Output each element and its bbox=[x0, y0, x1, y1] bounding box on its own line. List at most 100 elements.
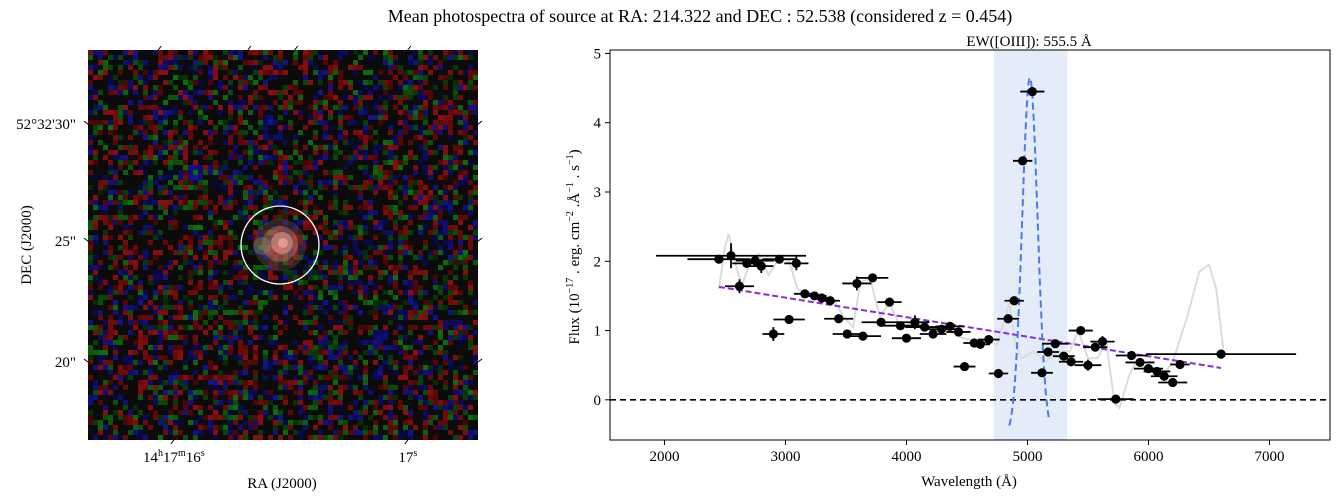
noise-pixel bbox=[143, 370, 148, 375]
noise-pixel bbox=[428, 55, 433, 60]
noise-pixel bbox=[233, 200, 238, 205]
noise-pixel bbox=[373, 220, 378, 225]
noise-pixel bbox=[278, 375, 283, 380]
noise-pixel bbox=[413, 190, 418, 195]
noise-pixel bbox=[158, 85, 163, 90]
noise-pixel bbox=[473, 390, 478, 395]
noise-pixel bbox=[108, 285, 113, 290]
noise-pixel bbox=[418, 230, 423, 235]
ra-label-part: 17 bbox=[163, 450, 179, 466]
noise-pixel bbox=[393, 275, 398, 280]
noise-pixel bbox=[243, 350, 248, 355]
noise-pixel bbox=[283, 200, 288, 205]
noise-pixel bbox=[273, 340, 278, 345]
noise-pixel bbox=[453, 85, 458, 90]
noise-pixel bbox=[398, 245, 403, 250]
noise-pixel bbox=[403, 405, 408, 410]
noise-pixel bbox=[188, 420, 193, 425]
noise-pixel bbox=[243, 100, 248, 105]
noise-pixel bbox=[323, 70, 328, 75]
noise-pixel bbox=[143, 255, 148, 260]
noise-pixel bbox=[193, 170, 198, 175]
noise-pixel bbox=[263, 70, 268, 75]
noise-pixel bbox=[333, 335, 338, 340]
data-point bbox=[1058, 357, 1084, 367]
noise-pixel bbox=[473, 190, 478, 195]
noise-pixel bbox=[268, 395, 273, 400]
noise-pixel bbox=[408, 385, 413, 390]
noise-pixel bbox=[328, 350, 333, 355]
noise-pixel bbox=[348, 255, 353, 260]
noise-pixel bbox=[153, 295, 158, 300]
noise-pixel bbox=[453, 95, 458, 100]
noise-pixel bbox=[253, 130, 258, 135]
noise-pixel bbox=[428, 175, 433, 180]
noise-pixel bbox=[188, 225, 193, 230]
noise-pixel bbox=[178, 55, 183, 60]
noise-pixel bbox=[453, 155, 458, 160]
noise-pixel bbox=[218, 375, 223, 380]
noise-pixel bbox=[378, 170, 383, 175]
noise-pixel bbox=[148, 215, 153, 220]
noise-pixel bbox=[273, 430, 278, 435]
noise-pixel bbox=[153, 395, 158, 400]
noise-pixel bbox=[333, 65, 338, 70]
noise-pixel bbox=[313, 345, 318, 350]
noise-pixel bbox=[403, 215, 408, 220]
noise-pixel bbox=[113, 435, 118, 440]
noise-pixel bbox=[408, 430, 413, 435]
noise-pixel bbox=[438, 420, 443, 425]
noise-pixel bbox=[438, 230, 443, 235]
noise-pixel bbox=[473, 200, 478, 205]
noise-pixel bbox=[128, 230, 133, 235]
noise-pixel bbox=[248, 290, 253, 295]
noise-pixel bbox=[113, 385, 118, 390]
noise-pixel bbox=[343, 245, 348, 250]
noise-pixel bbox=[168, 145, 173, 150]
noise-pixel bbox=[188, 135, 193, 140]
noise-pixel bbox=[158, 395, 163, 400]
noise-pixel bbox=[353, 430, 358, 435]
noise-pixel bbox=[418, 315, 423, 320]
noise-pixel bbox=[193, 310, 198, 315]
noise-pixel bbox=[133, 320, 138, 325]
noise-pixel bbox=[463, 420, 468, 425]
data-point bbox=[724, 279, 754, 294]
noise-pixel bbox=[183, 130, 188, 135]
noise-pixel bbox=[303, 290, 308, 295]
noise-pixel bbox=[338, 115, 343, 120]
noise-pixel bbox=[258, 300, 263, 305]
noise-pixel bbox=[158, 185, 163, 190]
noise-pixel bbox=[398, 140, 403, 145]
noise-pixel bbox=[458, 80, 463, 85]
noise-pixel bbox=[223, 175, 228, 180]
noise-pixel bbox=[93, 75, 98, 80]
noise-pixel bbox=[293, 280, 298, 285]
noise-pixel bbox=[173, 210, 178, 215]
y-axis-label: Flux (10−17 . erg. cm−2 .Å−1 . s−1) bbox=[565, 149, 583, 344]
noise-pixel bbox=[243, 320, 248, 325]
noise-pixel bbox=[113, 150, 118, 155]
noise-pixel bbox=[358, 95, 363, 100]
noise-pixel bbox=[178, 380, 183, 385]
noise-pixel bbox=[208, 95, 213, 100]
x-axis-label: Wavelength (Å) bbox=[921, 474, 1017, 490]
noise-pixel bbox=[388, 405, 393, 410]
noise-pixel bbox=[88, 355, 93, 360]
noise-pixel bbox=[343, 105, 348, 110]
noise-pixel bbox=[433, 325, 438, 330]
noise-pixel bbox=[328, 355, 333, 360]
noise-pixel bbox=[233, 375, 238, 380]
noise-pixel bbox=[338, 135, 343, 140]
noise-pixel bbox=[473, 110, 478, 115]
noise-pixel bbox=[148, 115, 153, 120]
noise-pixel bbox=[168, 345, 173, 350]
noise-pixel bbox=[228, 185, 233, 190]
noise-pixel bbox=[333, 435, 338, 440]
noise-pixel bbox=[108, 160, 113, 165]
noise-pixel bbox=[158, 90, 163, 95]
noise-pixel bbox=[363, 325, 368, 330]
noise-pixel bbox=[253, 145, 258, 150]
noise-pixel bbox=[398, 135, 403, 140]
noise-pixel bbox=[88, 145, 93, 150]
